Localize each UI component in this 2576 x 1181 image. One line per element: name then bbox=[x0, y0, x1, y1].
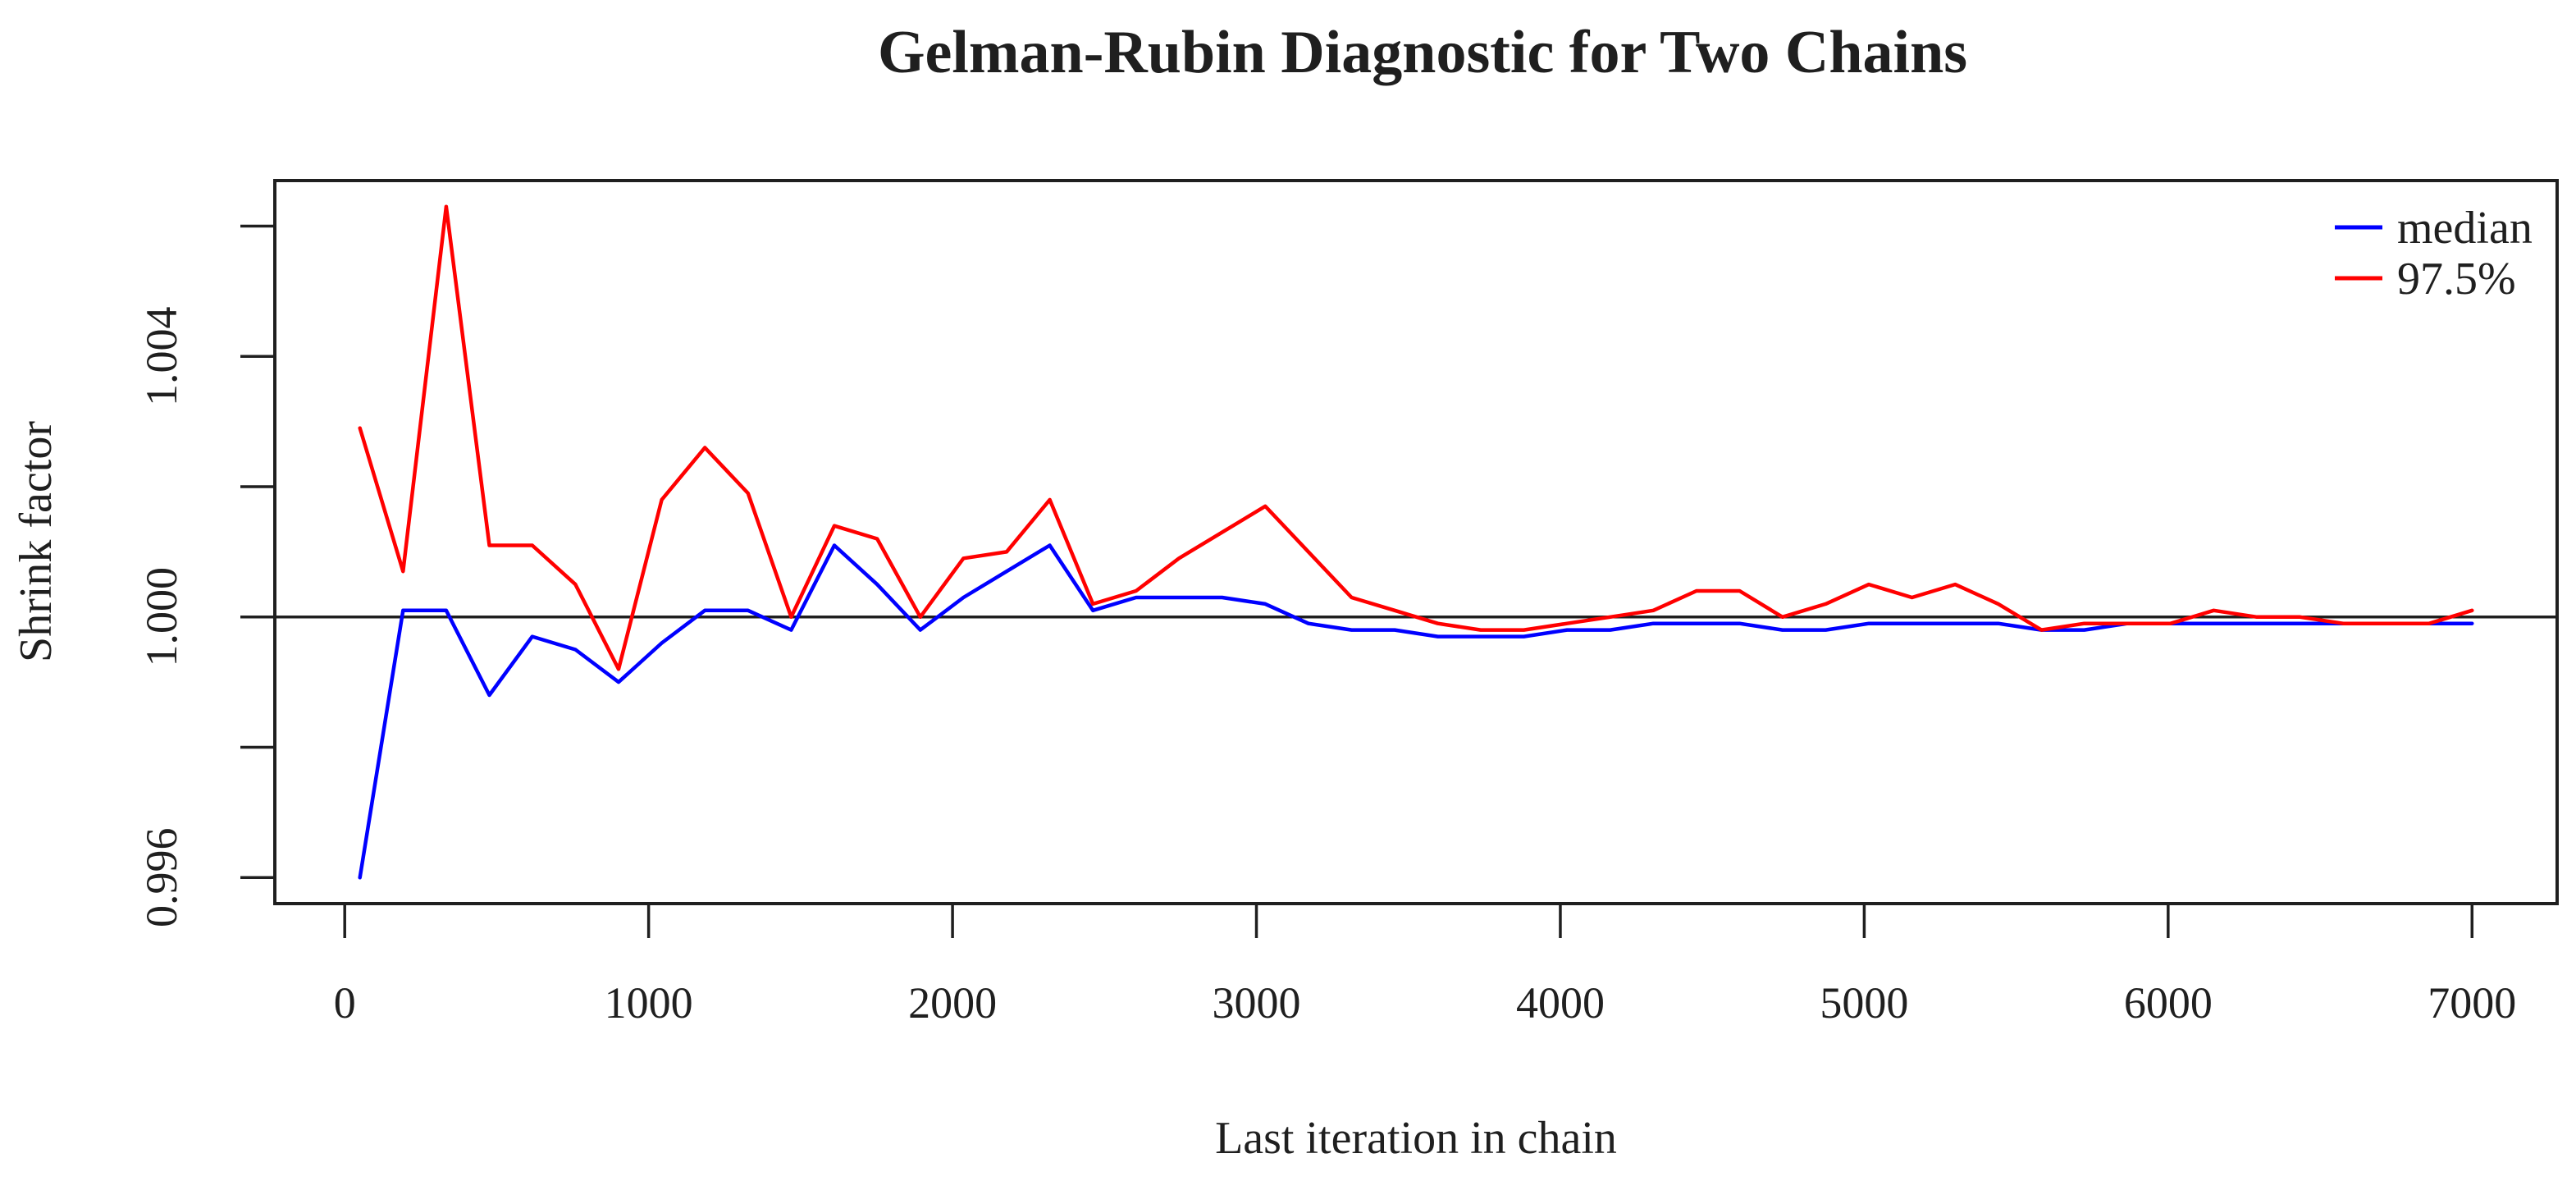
median-legend-label: median bbox=[2397, 203, 2533, 254]
median-line bbox=[358, 543, 2474, 880]
y-tick-label-1.004: 1.004 bbox=[137, 307, 186, 407]
chart-title: Gelman-Rubin Diagnostic for Two Chains bbox=[878, 19, 1967, 86]
x-tick-label-1000: 1000 bbox=[605, 978, 693, 1028]
x-axis-title: Last iteration in chain bbox=[1215, 1113, 1617, 1164]
y-tick-label-1.000: 1.000 bbox=[137, 567, 186, 667]
legend: median 97.5% bbox=[2335, 203, 2533, 304]
legend-item-median: median bbox=[2335, 203, 2533, 254]
x-tick-label-5000: 5000 bbox=[1820, 978, 1908, 1028]
series-lines bbox=[358, 204, 2474, 880]
y-tick-label-0.996: 0.996 bbox=[137, 828, 186, 928]
legend-item-97.5: 97.5% bbox=[2335, 254, 2516, 304]
quantile-97.5-line bbox=[358, 204, 2474, 671]
x-axis-ticks: 0 1000 2000 3000 4000 5000 6000 7000 bbox=[334, 904, 2516, 1028]
x-tick-label-2000: 2000 bbox=[908, 978, 997, 1028]
x-tick-label-0: 0 bbox=[334, 978, 356, 1028]
y-axis-title: Shrink factor bbox=[11, 421, 62, 662]
x-tick-label-6000: 6000 bbox=[2124, 978, 2213, 1028]
y-axis-ticks: 0.996 1.000 1.004 bbox=[137, 224, 275, 928]
x-tick-label-3000: 3000 bbox=[1213, 978, 1301, 1028]
x-tick-label-7000: 7000 bbox=[2428, 978, 2516, 1028]
x-tick-label-4000: 4000 bbox=[1516, 978, 1605, 1028]
quantile-legend-label: 97.5% bbox=[2397, 254, 2516, 304]
plot-box bbox=[273, 179, 2559, 905]
